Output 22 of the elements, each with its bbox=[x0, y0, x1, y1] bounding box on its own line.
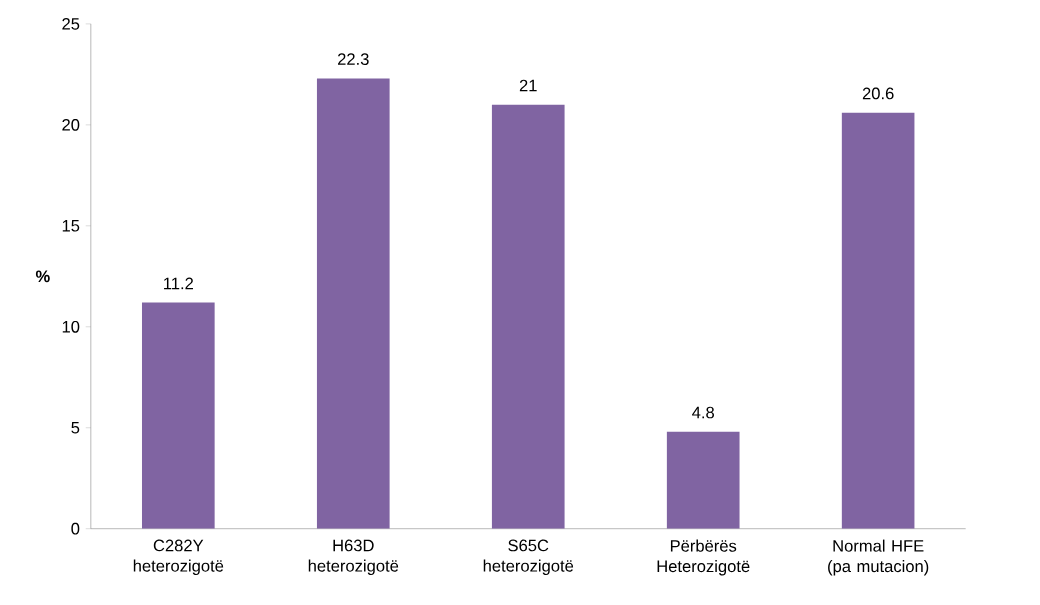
data-label: 4.8 bbox=[692, 406, 714, 419]
data-label: 22.3 bbox=[337, 53, 369, 65]
bar bbox=[666, 431, 740, 529]
x-tick-label: Normal HFE (pa mutacion) bbox=[828, 539, 929, 576]
x-tick-label: H63D heterozigotë bbox=[308, 539, 399, 575]
data-label: 20.6 bbox=[862, 87, 894, 100]
y-tick-label: 5 bbox=[71, 421, 80, 434]
y-tick-label: 15 bbox=[62, 219, 80, 232]
y-tick-label: 10 bbox=[62, 320, 80, 333]
y-tick-label: 20 bbox=[62, 118, 80, 131]
x-tick-label: S65C heterozigotë bbox=[483, 539, 574, 575]
y-tick-label: 0 bbox=[71, 522, 80, 535]
x-tick-label: Përbërës Heterozigotë bbox=[657, 539, 750, 576]
bar bbox=[141, 302, 215, 529]
y-axis-title: % bbox=[35, 270, 50, 283]
data-label: 21 bbox=[519, 79, 537, 92]
y-tick-label: 25 bbox=[62, 17, 80, 30]
bar bbox=[841, 112, 915, 529]
bar bbox=[491, 104, 565, 529]
data-label: 11.2 bbox=[164, 277, 193, 290]
x-tick-label: C282Y heterozigotë bbox=[133, 539, 224, 575]
bar bbox=[316, 78, 390, 529]
